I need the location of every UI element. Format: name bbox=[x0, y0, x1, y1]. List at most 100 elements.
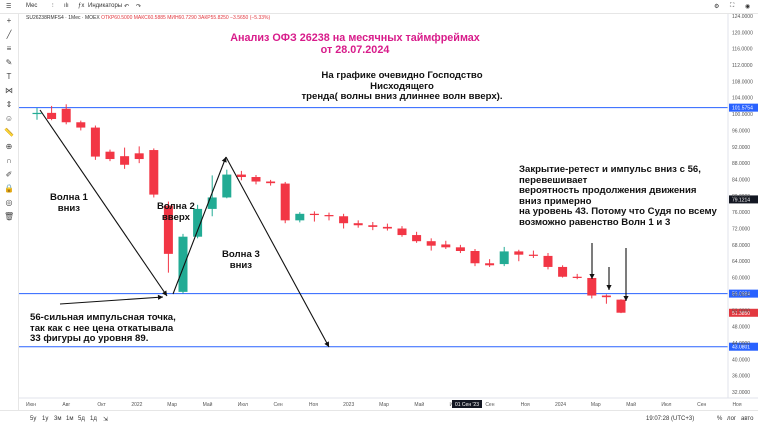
candle-body bbox=[178, 236, 188, 292]
x-tick-label: Ноя bbox=[309, 402, 318, 408]
candle-body bbox=[485, 263, 495, 266]
level-price-tag bbox=[729, 308, 758, 317]
candle-body bbox=[514, 251, 524, 255]
candle-body bbox=[455, 247, 465, 251]
x-tick-label: Май bbox=[626, 401, 636, 408]
impulse-arrow bbox=[59, 296, 164, 305]
candle-body bbox=[441, 244, 451, 248]
trend-line-icon[interactable]: ╱ bbox=[6, 30, 12, 39]
text-icon[interactable]: T bbox=[6, 72, 12, 81]
x-tick-label: Сен bbox=[697, 402, 706, 408]
x-tick-label: Мар bbox=[167, 402, 177, 408]
candle-body bbox=[558, 266, 568, 277]
candle-body bbox=[412, 235, 422, 242]
arrow-head bbox=[157, 294, 163, 300]
candle-body bbox=[499, 251, 509, 265]
x-tick-label: Май bbox=[203, 401, 213, 408]
y-tick-label: 76.0000 bbox=[732, 210, 750, 216]
candle-body bbox=[616, 299, 626, 313]
x-tick-label: Июн bbox=[26, 402, 36, 408]
y-tick-label: 88.0000 bbox=[732, 161, 750, 167]
range-5d[interactable]: 5д bbox=[78, 416, 85, 422]
redo-icon[interactable]: ↷ bbox=[136, 4, 142, 10]
y-tick-label: 64.0000 bbox=[732, 259, 750, 265]
horizontal-line-icon[interactable]: ≡ bbox=[6, 44, 12, 53]
zoom-in-icon[interactable]: ⊕ bbox=[5, 142, 13, 151]
candle-body bbox=[207, 197, 217, 209]
range-1m[interactable]: 1м bbox=[66, 416, 74, 422]
x-tick-label: Июл bbox=[661, 402, 671, 408]
candle-body bbox=[339, 216, 349, 224]
candle-body bbox=[324, 215, 334, 217]
candle-body bbox=[61, 108, 71, 123]
magnet-icon[interactable]: ∩ bbox=[6, 156, 12, 165]
drawing-toolbar: + ╱ ≡ ✎ T ⋈ ⇕ ☺ 📏 ⊕ ∩ ✐ 🔒 ◎ 🗑 bbox=[0, 14, 19, 410]
range-3m[interactable]: 3м bbox=[54, 416, 62, 422]
percent-toggle[interactable]: % bbox=[717, 416, 723, 422]
impulse-note: 56-сильная импульсная точка, так как с н… bbox=[30, 312, 176, 344]
camera-icon[interactable]: ◉ bbox=[745, 4, 751, 10]
clock-label: 19:07:28 (UTC+3) bbox=[646, 416, 695, 422]
trash-icon[interactable]: 🗑 bbox=[4, 212, 15, 221]
lock-draw-icon[interactable]: ✐ bbox=[5, 170, 13, 179]
x-tick-label: Авг bbox=[62, 402, 70, 408]
level-price-tag bbox=[729, 195, 758, 204]
y-tick-label: 84.0000 bbox=[732, 177, 750, 183]
chart-title: Анализ ОФЗ 26238 на месячных таймфреймах… bbox=[230, 32, 480, 56]
indicators-icon[interactable]: ƒx bbox=[78, 3, 85, 9]
pattern-icon[interactable]: ⋈ bbox=[5, 86, 13, 95]
gear-icon[interactable]: ⚙ bbox=[714, 4, 720, 10]
lock-icon[interactable]: 🔒 bbox=[4, 184, 14, 193]
y-tick-label: 36.0000 bbox=[732, 374, 750, 380]
level-price-label: 51.3850 bbox=[732, 311, 750, 317]
arrow-head bbox=[221, 157, 227, 163]
date-range-icon[interactable]: ⇲ bbox=[103, 417, 109, 423]
hamburger-icon[interactable]: ☰ bbox=[6, 4, 12, 10]
y-tick-label: 96.0000 bbox=[732, 128, 750, 134]
candles-icon[interactable]: ılı bbox=[64, 3, 69, 9]
level-price-tag bbox=[729, 342, 758, 351]
ruler-icon[interactable]: 📏 bbox=[4, 128, 14, 137]
fullscreen-icon[interactable]: ⛶ bbox=[730, 3, 735, 9]
candle-body bbox=[90, 127, 100, 157]
brush-icon[interactable]: ✎ bbox=[5, 58, 13, 67]
date-badge bbox=[452, 400, 482, 408]
range-1d[interactable]: 1д bbox=[90, 416, 97, 422]
trend-note: На графике очевидно Господство Нисходяще… bbox=[301, 70, 503, 102]
y-tick-label: 100.0000 bbox=[732, 112, 753, 118]
candle-body bbox=[587, 277, 597, 296]
candle-body bbox=[120, 156, 130, 165]
x-tick-label: 2023 bbox=[343, 402, 354, 408]
arrow-head bbox=[324, 341, 329, 347]
x-tick-label: Ноя bbox=[732, 402, 741, 408]
log-toggle[interactable]: лог bbox=[727, 416, 737, 422]
candle-body bbox=[601, 295, 611, 298]
emoji-icon[interactable]: ☺ bbox=[4, 114, 14, 123]
candle-body bbox=[309, 213, 319, 216]
candle-body bbox=[266, 181, 276, 184]
interval-button[interactable]: Мес bbox=[26, 3, 38, 9]
y-tick-label: 104.0000 bbox=[732, 96, 753, 102]
crosshair-icon[interactable]: + bbox=[6, 16, 12, 25]
y-tick-label: 80.0000 bbox=[732, 194, 750, 200]
eye-icon[interactable]: ◎ bbox=[5, 198, 13, 207]
x-tick-label: Сен bbox=[274, 402, 283, 408]
range-5y[interactable]: 5y bbox=[30, 416, 37, 422]
x-tick-label: Мар bbox=[379, 402, 389, 408]
arrow-head bbox=[606, 285, 612, 290]
undo-icon[interactable]: ↶ bbox=[124, 4, 130, 10]
wave3-label: Волна 3 вниз bbox=[222, 249, 260, 271]
candle-body bbox=[134, 153, 144, 160]
auto-toggle[interactable]: авто bbox=[741, 416, 754, 422]
y-tick-label: 44.0000 bbox=[732, 341, 750, 347]
candle-body bbox=[368, 225, 378, 227]
level-price-label: 101.5754 bbox=[732, 106, 753, 112]
indicators-button[interactable]: Индикаторы bbox=[88, 3, 123, 9]
candle-body bbox=[222, 174, 232, 198]
symbol-label[interactable]: SU26238RMFS4 · 1Мес · MOEX bbox=[26, 15, 100, 21]
range-1y[interactable]: 1y bbox=[42, 416, 49, 422]
compare-icon[interactable]: ⫶ bbox=[52, 3, 54, 9]
measure-icon[interactable]: ⇕ bbox=[5, 100, 13, 109]
candle-body bbox=[353, 223, 363, 226]
candle-body bbox=[426, 241, 436, 246]
